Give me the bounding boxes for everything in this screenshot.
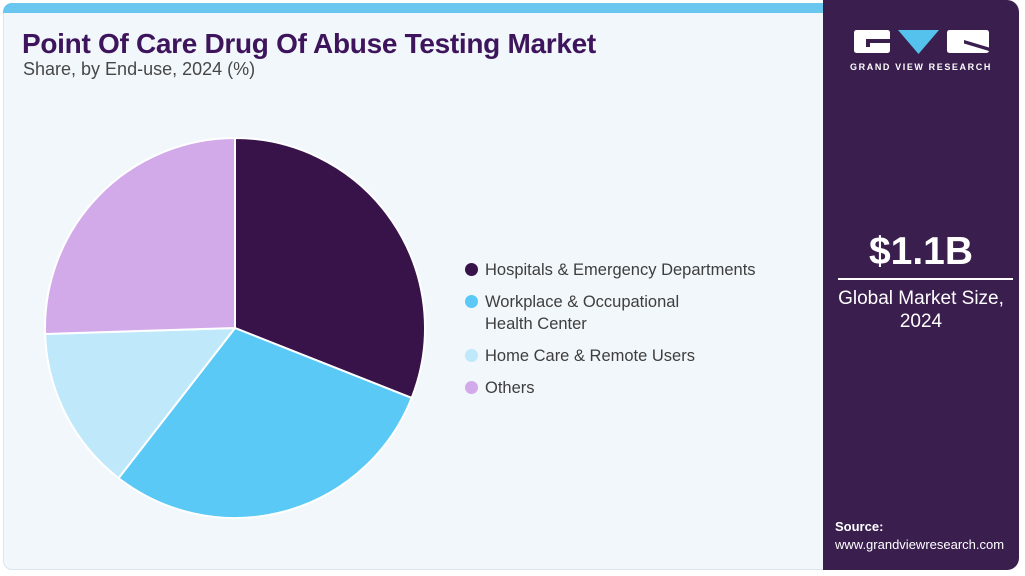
legend-label: Workplace & Occupational Health Center	[485, 293, 680, 333]
gvr-logo-icon	[823, 30, 1019, 55]
pie-slice	[44, 327, 236, 480]
legend-label: Home Care & Remote Users	[485, 347, 695, 365]
legend-swatch-icon	[465, 263, 478, 276]
pie-slice	[117, 327, 413, 519]
page-title: Point Of Care Drug Of Abuse Testing Mark…	[22, 28, 596, 59]
legend-label: Others	[485, 379, 535, 397]
legend: Hospitals & Emergency Departments Workpla…	[465, 259, 805, 399]
logo-g-icon	[853, 30, 890, 53]
market-size-block: $1.1B Global Market Size, 2024	[823, 230, 1019, 333]
logo-v-icon	[897, 30, 939, 54]
page-subtitle: Share, by End-use, 2024 (%)	[23, 59, 256, 79]
source-label: Source:	[835, 519, 884, 534]
legend-item: Workplace & Occupational Health Center	[465, 291, 805, 335]
source-block: Source: www.grandviewresearch.com	[835, 518, 1004, 554]
market-size-value: $1.1B	[868, 230, 974, 273]
legend-swatch-icon	[465, 349, 478, 362]
logo-r-icon	[946, 30, 989, 53]
source-url: www.grandviewresearch.com	[835, 537, 1005, 552]
legend-item: Home Care & Remote Users	[465, 345, 805, 367]
brand-logo: GRAND VIEW RESEARCH	[823, 30, 1019, 72]
brand-name: GRAND VIEW RESEARCH	[850, 62, 992, 72]
pie-slice	[234, 137, 426, 399]
divider	[838, 278, 1013, 280]
brand-sidebar: GRAND VIEW RESEARCH $1.1B Global Market …	[823, 0, 1019, 570]
legend-item: Hospitals & Emergency Departments	[465, 259, 805, 281]
market-size-caption: Global Market Size, 2024	[838, 288, 1004, 332]
legend-label: Hospitals & Emergency Departments	[485, 261, 756, 279]
legend-item: Others	[465, 377, 805, 399]
legend-swatch-icon	[465, 295, 478, 308]
pie-chart	[44, 137, 426, 519]
pie-slice	[44, 137, 236, 335]
legend-swatch-icon	[465, 381, 478, 394]
accent-topbar	[3, 3, 823, 13]
